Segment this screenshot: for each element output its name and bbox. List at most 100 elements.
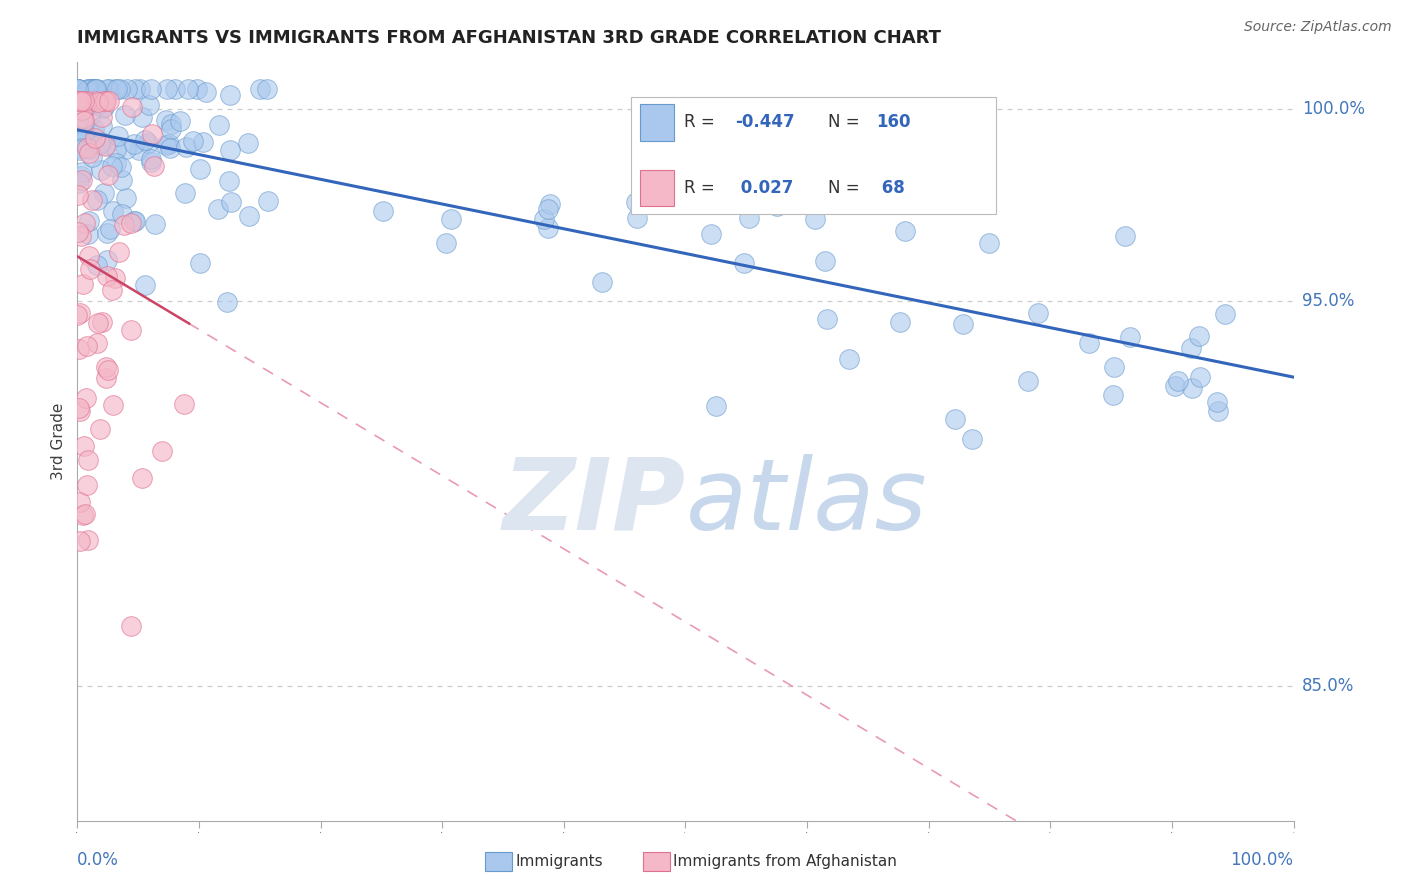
Point — [94, 94, 117, 108]
Point — [70, 141, 93, 155]
Point — [128, 144, 150, 158]
Point — [69, 143, 91, 157]
Point — [257, 194, 280, 208]
Point — [91, 111, 114, 125]
Point — [219, 194, 242, 209]
Bar — [643, 853, 669, 871]
Text: 95.0%: 95.0% — [1302, 292, 1354, 310]
Point — [207, 202, 229, 216]
Point — [208, 118, 231, 132]
Point — [69, 404, 91, 418]
Point — [66, 308, 89, 322]
Point — [73, 439, 96, 453]
Point — [67, 82, 90, 96]
Point — [76, 94, 98, 108]
Point — [738, 211, 761, 226]
Point — [174, 186, 197, 201]
Point — [139, 155, 162, 169]
Point — [72, 508, 94, 522]
Point — [84, 82, 107, 96]
Point — [1188, 329, 1211, 343]
Point — [77, 533, 100, 548]
Point — [1206, 403, 1229, 417]
Point — [1102, 359, 1125, 374]
Point — [91, 86, 114, 100]
Point — [66, 82, 89, 96]
Point — [77, 249, 100, 263]
Point — [177, 82, 200, 96]
Point — [112, 218, 135, 232]
Point — [77, 214, 100, 228]
Point — [86, 336, 108, 351]
Text: -0.447: -0.447 — [735, 113, 794, 131]
Point — [537, 202, 560, 217]
Point — [150, 444, 173, 458]
Point — [79, 146, 101, 161]
Point — [79, 82, 101, 96]
Point — [114, 108, 136, 122]
Point — [96, 226, 118, 240]
Point — [122, 214, 145, 228]
Point — [765, 199, 787, 213]
Point — [100, 283, 122, 297]
Point — [89, 136, 111, 151]
Point — [82, 82, 104, 96]
Point — [640, 134, 662, 148]
Point — [141, 152, 163, 166]
Point — [96, 370, 118, 384]
Point — [138, 97, 160, 112]
Point — [1119, 330, 1142, 344]
Point — [86, 98, 108, 112]
Point — [89, 422, 111, 436]
Point — [86, 95, 108, 109]
Point — [69, 306, 91, 320]
Point — [121, 100, 143, 114]
Point — [592, 275, 614, 289]
Point — [173, 397, 195, 411]
Point — [84, 131, 107, 145]
Point — [111, 172, 134, 186]
Point — [101, 398, 124, 412]
Text: 0.027: 0.027 — [735, 179, 793, 197]
Point — [82, 136, 104, 150]
Point — [90, 163, 112, 178]
Bar — [485, 853, 512, 871]
Point — [1026, 306, 1049, 320]
Text: 160: 160 — [876, 113, 911, 131]
Point — [131, 110, 153, 124]
Point — [69, 534, 91, 549]
Point — [538, 197, 561, 211]
Text: N =: N = — [828, 179, 865, 197]
Point — [134, 278, 156, 293]
Point — [699, 227, 721, 241]
Point — [105, 142, 128, 156]
Point — [67, 177, 90, 191]
Point — [238, 209, 260, 223]
Point — [1164, 379, 1187, 393]
Point — [533, 212, 555, 227]
Point — [894, 224, 917, 238]
Point — [66, 82, 89, 96]
Point — [70, 103, 93, 117]
Point — [82, 150, 104, 164]
Point — [93, 186, 115, 201]
Point — [1101, 388, 1123, 402]
Point — [1180, 341, 1202, 355]
Point — [76, 141, 98, 155]
Text: 100.0%: 100.0% — [1302, 100, 1365, 118]
Point — [75, 507, 97, 521]
Point — [87, 93, 110, 107]
Point — [815, 312, 838, 326]
Point — [174, 140, 197, 154]
Point — [114, 191, 136, 205]
Point — [1181, 381, 1204, 395]
Point — [93, 102, 115, 116]
Point — [814, 254, 837, 268]
Point — [191, 136, 214, 150]
Point — [181, 135, 204, 149]
Point — [69, 495, 91, 509]
Point — [76, 478, 98, 492]
Point — [733, 255, 755, 269]
Point — [73, 132, 96, 146]
Point — [111, 206, 134, 220]
